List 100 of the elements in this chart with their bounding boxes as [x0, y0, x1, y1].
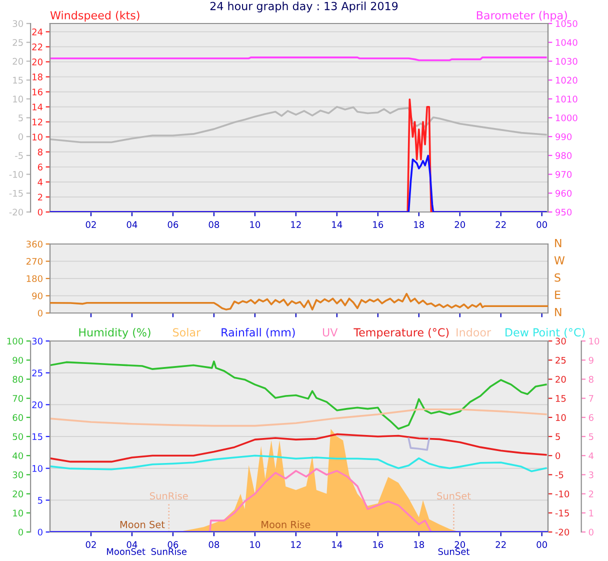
y3-tick-label: 15: [13, 76, 23, 84]
y-axis-title: Windspeed (kts): [50, 10, 140, 22]
x-tick-label: 06: [168, 221, 178, 228]
x-tick-label: 16: [373, 221, 384, 228]
y3-tick-label: -15: [9, 190, 23, 197]
y-tick-label: 2: [588, 490, 594, 498]
y-tick-label: 12: [32, 118, 42, 126]
ref-line-label: SunSet: [437, 492, 471, 500]
y2-tick-label: 20: [556, 376, 566, 383]
y-tick-label: 10: [32, 465, 42, 472]
y-tick-label: 25: [32, 370, 42, 376]
x-tick-label: 16: [373, 541, 384, 548]
y2-tick-label: 0: [556, 452, 560, 460]
text: N: [555, 308, 562, 316]
y-tick-label: 24: [32, 28, 43, 36]
y3-tick-label: 20: [12, 58, 24, 65]
y-tick-label: 180: [26, 275, 42, 282]
x-tick-label: 12: [291, 541, 301, 548]
line-series: [50, 360, 547, 430]
x-tick-label: 02: [86, 221, 96, 228]
line-series: [50, 106, 547, 144]
y2-tick-label: 980: [556, 152, 572, 160]
annotation: Moon Set: [120, 520, 165, 528]
y-tick-label: 8: [38, 148, 42, 156]
y3-tick-label: 0: [18, 133, 24, 140]
y-tick-label: 90: [32, 292, 42, 300]
y3-tick-label: -5: [15, 152, 23, 160]
x-tick-label: 06: [168, 541, 178, 548]
y-tick-label: 0: [588, 528, 594, 536]
x-tick-label: 22: [496, 541, 506, 548]
annotation: SunRise: [151, 548, 186, 555]
y2-tick-label: -10: [555, 490, 570, 498]
y2-tick-label: 970: [556, 171, 572, 178]
y-tick-label: 14: [32, 104, 43, 110]
text: S: [554, 273, 560, 282]
y3-tick-label: 5: [18, 114, 23, 122]
x-tick-label: 08: [208, 541, 220, 548]
x-tick-label: 22: [496, 221, 506, 228]
y2-tick-label: 1040: [556, 39, 578, 46]
y-tick-label: 18: [32, 74, 42, 80]
x-tick-label: 12: [291, 221, 301, 228]
y3-tick-label: 60: [12, 414, 24, 421]
text: Indoor: [456, 328, 492, 337]
text: Temperature (°C): [354, 328, 449, 339]
line-series: [50, 292, 548, 310]
y2-tick-label: 15: [556, 395, 566, 402]
y2-tick-label: 1050: [556, 20, 578, 28]
y3-tick-label: 10: [13, 510, 24, 516]
y-tick-label: 4: [588, 452, 594, 460]
x-tick-label: 04: [126, 221, 138, 228]
x-tick-label: 10: [250, 541, 260, 548]
y-tick-label: 5: [588, 433, 594, 440]
y3-tick-label: -20: [9, 208, 24, 216]
y-tick-label: 22: [32, 44, 42, 50]
y2-tick-label: -20: [555, 528, 570, 536]
y2-tick-label: 1000: [556, 114, 578, 122]
y2-tick-label: -5: [555, 472, 564, 478]
line-series: [408, 438, 430, 451]
x-tick-label: 00: [536, 221, 547, 228]
y2-tick-label: 1020: [556, 76, 578, 84]
y-tick-label: 9: [588, 356, 594, 364]
y2-tick-label: 990: [556, 133, 572, 140]
x-tick-label: 14: [332, 221, 342, 228]
y2-tick-label: 960: [556, 190, 572, 197]
y2-tick-label: 1010: [556, 96, 578, 102]
y-tick-label: 6: [588, 414, 594, 421]
x-tick-label: 02: [86, 541, 96, 548]
y2-tick-label: 950: [556, 208, 572, 216]
annotation: Moon Rise: [262, 520, 310, 528]
y3-tick-label: 20: [12, 490, 24, 498]
text: Dew Point (°C): [506, 328, 585, 338]
text: E: [555, 290, 560, 299]
y-tick-label: 4: [38, 178, 43, 186]
x-tick-label: 20: [454, 221, 466, 228]
y3-tick-label: 50: [12, 433, 24, 440]
y2-tick-label: 1030: [556, 58, 578, 65]
y3-tick-label: -10: [9, 171, 24, 178]
line-series: [50, 408, 547, 427]
text: W: [554, 256, 565, 264]
line-series: [50, 454, 547, 472]
y-tick-label: 7: [589, 395, 594, 402]
x-tick-label: 14: [332, 541, 342, 548]
x-tick-label: 20: [454, 541, 466, 548]
x-tick-label: 04: [126, 541, 138, 548]
y2-tick-label: 25: [556, 356, 566, 364]
x-tick-label: 00: [536, 541, 547, 548]
x-tick-label: 08: [208, 221, 220, 228]
y-tick-label: 2: [38, 194, 42, 200]
annotation: MoonSet: [107, 548, 146, 555]
text: N: [555, 238, 562, 248]
chart-title: 24 hour graph day : 13 April 2019: [210, 2, 398, 12]
text: Solar: [173, 328, 201, 337]
x-tick-label: 10: [250, 221, 260, 228]
y2-tick-label: 5: [556, 433, 560, 440]
y-tick-label: 30: [32, 338, 42, 345]
x-tick-label: 18: [414, 221, 424, 228]
y3-tick-label: 80: [12, 376, 24, 383]
y-tick-label: 20: [32, 401, 42, 408]
y3-tick-label: 0: [18, 528, 24, 536]
y-tick-label: 0: [38, 208, 42, 216]
